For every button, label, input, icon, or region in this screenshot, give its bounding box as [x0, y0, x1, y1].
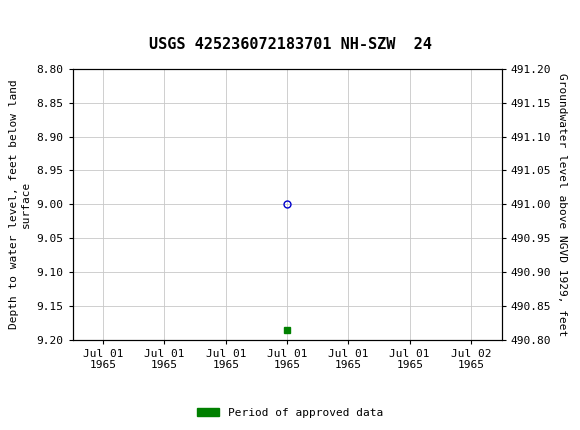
Y-axis label: Groundwater level above NGVD 1929, feet: Groundwater level above NGVD 1929, feet [557, 73, 567, 336]
Text: USGS 425236072183701 NH-SZW  24: USGS 425236072183701 NH-SZW 24 [148, 37, 432, 52]
Legend: Period of approved data: Period of approved data [193, 403, 387, 422]
Text: ≡USGS: ≡USGS [3, 7, 74, 25]
Y-axis label: Depth to water level, feet below land
surface: Depth to water level, feet below land su… [9, 80, 31, 329]
